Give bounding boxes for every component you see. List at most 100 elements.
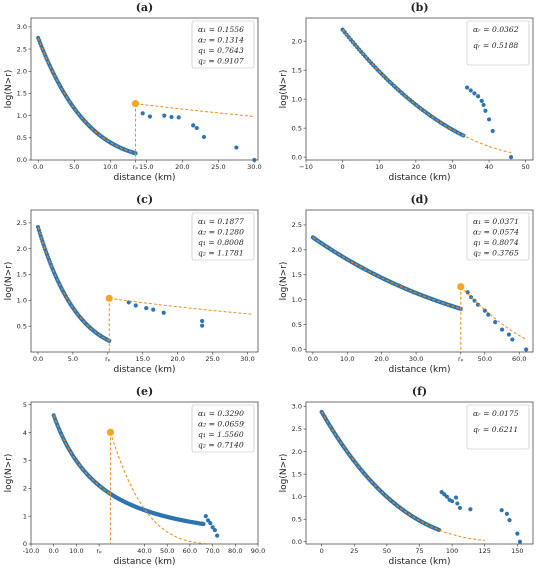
panel-title: (d) [410,193,428,206]
x-tick-label: 150 [511,547,523,555]
x-tick-label: 30.0 [247,163,261,171]
y-tick-label: 1.0 [292,296,302,304]
y-axis-label: log(N>r) [4,70,14,109]
legend-entry: q₂ = 1.1781 [198,249,244,258]
legend-entry: q₁ = 0.8074 [473,238,519,247]
x-tick-label: 30 [448,163,456,171]
x-tick-label: 100 [446,547,458,555]
data-point [201,521,206,527]
legend-entry: q₁ = 0.8008 [198,238,244,247]
y-axis-label: log(N>r) [279,262,289,301]
data-point [499,327,505,332]
axes-frame [305,209,534,353]
x-tick-label: 50.0 [160,547,174,555]
data-point [468,507,473,512]
y-tick-label: 4 [23,429,27,437]
x-tick-label: rₚ [133,163,139,171]
data-point [161,310,166,315]
x-tick-label: 50 [383,547,391,555]
x-tick-label: rₚ [105,355,111,363]
legend-entry: q₂ = 0.3765 [473,249,519,258]
y-axis-label: log(N>r) [279,70,289,109]
y-tick-label: 2.0 [17,245,27,253]
y-tick-label: 3.0 [17,23,27,31]
x-tick-label: 0 [341,163,345,171]
y-tick-label: 2.0 [292,448,302,456]
fit-curve-2 [109,432,215,545]
axes-frame [30,17,259,161]
data-point [465,290,470,295]
x-tick-label: rₚ [96,547,102,555]
x-tick-label: 50.0 [478,355,492,363]
breakpoint-marker [105,294,113,302]
y-tick-label: 0 [23,540,27,548]
y-tick-label: 3 [23,457,27,465]
data-point [162,113,167,118]
legend-box [466,20,530,66]
data-point [191,123,196,128]
legend-entry: q₁ = 1.5560 [198,430,244,439]
panel-d: (d) 0.0 10.0 20.0 30.0 rₚ 50.0 60.0 0.0 0.5 1.0 1.5… [275,192,550,384]
x-tick-label: 10.0 [69,547,83,555]
data-point [475,94,481,99]
legend-entry: α₂ = 0.0574 [473,228,519,237]
legend-box [466,212,530,261]
x-tick-label: 20.0 [170,355,184,363]
x-axis-label: distance (km) [114,173,176,183]
y-tick-label: 2.5 [17,219,27,227]
x-axis-label: distance (km) [389,557,451,567]
fit-curve [37,37,136,154]
y-tick-label: 1.0 [17,112,27,120]
legend-entry: α₁ = 0.1877 [198,217,244,226]
data-point [510,337,515,342]
data-point [203,514,208,519]
y-tick-label: 2.0 [292,246,302,254]
x-tick-label: 10.0 [103,163,117,171]
panel-e: (e) -10.0 0.0 10.0 rₚ 40.0 50.0 60.0 70.0 80.0 90.… [0,384,275,576]
data-point [483,108,488,113]
x-tick-label: 25.0 [211,163,225,171]
data-point [515,531,520,536]
data-point [450,499,455,504]
x-tick-label: 70.0 [205,547,219,555]
panel-title: (c) [136,193,153,206]
fit-curve [53,415,111,495]
y-tick-label: 0.0 [292,346,302,354]
fit-curve [321,411,485,542]
data-point [490,128,495,134]
fit-curve-2 [460,286,527,340]
x-tick-label: 5.0 [68,355,78,363]
y-tick-label: 2.5 [292,425,302,433]
y-tick-label: 0.5 [292,124,302,132]
data-point [504,511,510,516]
y-tick-label: 2 [23,485,27,493]
legend-box [466,404,530,450]
legend-entry: αᵣ = 0.0362 [473,25,519,34]
chart-b: (b) −10 0 10 20 30 40 50 0.0 0.5 1.0 1.5 2.0 distance… [279,1,534,183]
data-point [472,91,477,96]
data-point [444,494,449,499]
legend-entry: qᵣ = 0.6211 [473,425,518,434]
data-point [508,155,514,160]
y-tick-label: 5 [23,401,27,409]
y-tick-label: 1 [23,512,27,520]
x-tick-label: 20.0 [374,355,388,363]
y-tick-label: 0.0 [17,156,27,164]
chart-f: (f) 0 25 50 75 100 125 150 0.0 0.5 1.0 1.5 2.0 2.5 3.0… [279,385,534,567]
data-point [436,527,442,533]
y-axis-label: log(N>r) [4,262,14,301]
breakpoint-marker [457,283,465,291]
panel-title: (e) [136,385,153,398]
data-point [201,134,207,140]
x-tick-label: 80.0 [228,547,242,555]
data-point [212,527,217,533]
x-tick-label: 30.0 [240,355,254,363]
fit-curve [312,236,461,310]
x-tick-label: -10.0 [23,547,40,555]
x-tick-label: 60.0 [512,355,526,363]
axes-frame [30,209,259,353]
panel-a: (a) 0.0 5.0 10.0 rₚ 15.0 20.0 25.0 30.0 0.0 0.5 1.0… [0,0,275,192]
data-point [200,318,205,324]
x-tick-label: 15.0 [139,163,153,171]
legend-box [191,404,255,453]
